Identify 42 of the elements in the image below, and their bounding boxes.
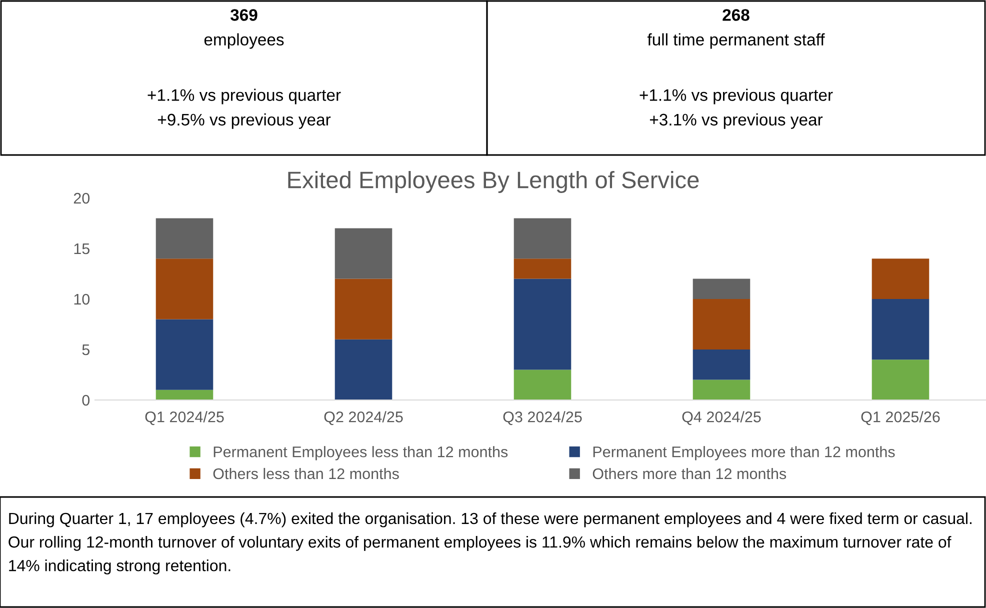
legend-label: Permanent Employees less than 12 months [214,446,508,460]
x-tick-label: Q1 2024/25 [145,411,224,426]
x-tick-label: Q2 2024/25 [324,411,403,426]
y-tick-label: 0 [82,394,90,406]
text: +1.1% vs previous quarter [640,88,833,104]
bar [334,339,392,400]
bar [514,278,572,370]
text: employees [204,33,284,49]
bar [872,258,930,299]
y-tick-label: 20 [74,192,90,204]
text: During Quarter 1, 17 employees (4.7%) exited the organisation. 13 of these were permanent employees and 4 were fixed term or casual. Our rolling 12-month turnover of voluntary exits of permanent employees is 11.9% which remains below the maximum turnover rate of 14% indicating strong retention. [8,512,972,574]
bar [156,218,214,259]
legend-label: Others less than 12 months [213,468,399,480]
text: full time permanent staff [647,33,825,49]
bar [156,390,214,400]
x-tick-label: Q4 2024/25 [682,411,761,426]
bar [334,278,392,340]
x-tick-label: Q3 2024/25 [503,411,582,426]
bar [334,228,392,279]
bar [872,299,930,360]
bar [156,258,214,320]
bar [692,278,750,299]
text: +1.1% vs previous quarter [148,88,341,104]
text: +9.5% vs previous year [158,113,331,129]
x-tick-label: Q1 2025/26 [861,411,940,426]
bar [514,258,572,279]
bar [514,370,572,400]
bar [692,299,750,350]
bar [692,350,750,380]
bar [872,360,930,400]
text: 369 [230,9,258,21]
y-tick-label: 5 [82,344,90,356]
legend-label: Permanent Employees more than 12 months [593,446,895,460]
text: 268 [722,9,750,21]
bar [692,380,750,400]
bar [514,218,572,259]
y-tick-label: 15 [74,244,90,254]
y-tick-label: 10 [74,294,90,305]
text: +3.1% vs previous year [650,113,823,129]
legend-label: Others more than 12 months [592,468,786,480]
chart-title: Exited Employees By Length of Service [288,170,699,194]
bar [156,319,214,390]
